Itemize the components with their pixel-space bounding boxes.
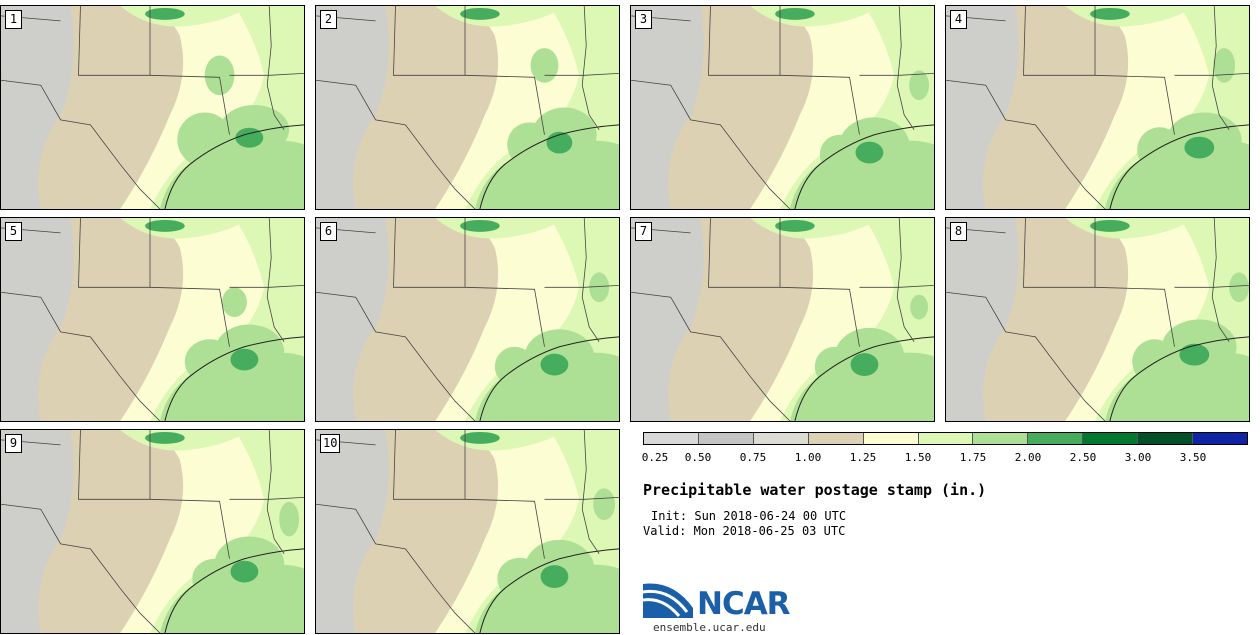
member-number-label: 4	[950, 10, 967, 29]
ensemble-member-panel: 5	[0, 217, 305, 422]
colorbar	[643, 432, 1248, 445]
init-time: Init: Sun 2018-06-24 00 UTC	[651, 509, 847, 523]
colorbar-tick-label: 3.00	[1124, 451, 1152, 464]
colorbar-segment	[644, 433, 699, 444]
colorbar-segment	[918, 433, 974, 444]
precipitable-water-map	[1, 6, 304, 209]
colorbar-tick-label: 1.25	[849, 451, 877, 464]
colorbar-tick-label: 1.50	[904, 451, 932, 464]
ensemble-member-panel: 8	[945, 217, 1250, 422]
colorbar-segment	[863, 433, 919, 444]
colorbar-tick-label: 0.25	[641, 451, 669, 464]
precipitable-water-map	[631, 6, 934, 209]
colorbar-segment	[698, 433, 754, 444]
colorbar-tick-label: 1.00	[794, 451, 822, 464]
ensemble-member-panel: 3	[630, 5, 935, 210]
ensemble-member-panel: 4	[945, 5, 1250, 210]
member-number-label: 5	[5, 222, 22, 241]
precipitable-water-map	[316, 430, 619, 633]
colorbar-segment	[1028, 433, 1084, 444]
member-number-label: 1	[5, 10, 22, 29]
precipitable-water-map	[946, 218, 1249, 421]
precipitable-water-map	[1, 430, 304, 633]
ensemble-member-panel: 7	[630, 217, 935, 422]
ncar-logo-text: NCAR	[697, 586, 791, 622]
ensemble-member-panel: 6	[315, 217, 620, 422]
colorbar-segment	[1193, 433, 1247, 444]
colorbar-segment	[753, 433, 809, 444]
precipitable-water-map	[631, 218, 934, 421]
ncar-logo-icon	[643, 583, 693, 618]
colorbar-segment	[973, 433, 1029, 444]
colorbar-tick-label: 1.75	[959, 451, 987, 464]
member-number-label: 2	[320, 10, 337, 29]
member-number-label: 10	[320, 434, 341, 453]
precipitable-water-map	[946, 6, 1249, 209]
colorbar-tick-label: 0.75	[739, 451, 767, 464]
ensemble-member-panel: 9	[0, 429, 305, 634]
colorbar-segment	[808, 433, 864, 444]
colorbar-segment	[1083, 433, 1139, 444]
ensemble-member-panel: 1	[0, 5, 305, 210]
colorbar-tick-label: 2.50	[1069, 451, 1097, 464]
precipitable-water-map	[1, 218, 304, 421]
colorbar-labels: 0.25 0.50 0.75 1.00 1.25 1.50 1.75 2.00 2.50 3.00…	[641, 451, 1248, 465]
colorbar-segment	[1138, 433, 1194, 444]
valid-time: Valid: Mon 2018-06-25 03 UTC	[643, 524, 846, 538]
precipitable-water-map	[316, 218, 619, 421]
colorbar-tick-label: 2.00	[1014, 451, 1042, 464]
ensemble-member-panel: 10	[315, 429, 620, 634]
colorbar-tick-label: 0.50	[684, 451, 712, 464]
member-number-label: 7	[635, 222, 652, 241]
ncar-url: ensemble.ucar.edu	[653, 621, 766, 634]
precipitable-water-map	[316, 6, 619, 209]
ensemble-member-panel: 2	[315, 5, 620, 210]
member-number-label: 9	[5, 434, 22, 453]
member-number-label: 3	[635, 10, 652, 29]
member-number-label: 8	[950, 222, 967, 241]
chart-title: Precipitable water postage stamp (in.)	[643, 481, 987, 499]
colorbar-tick-label: 3.50	[1179, 451, 1207, 464]
member-number-label: 6	[320, 222, 337, 241]
